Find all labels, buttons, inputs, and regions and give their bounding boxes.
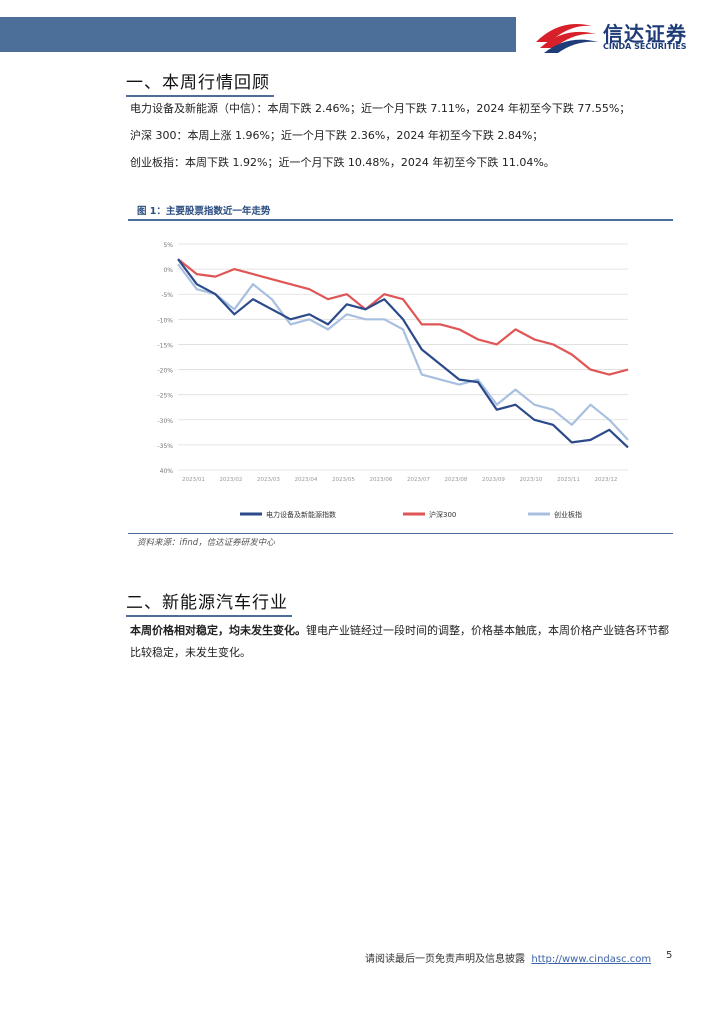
section1-line-3: 创业板指：本周下跌 1.92%；近一个月下跌 10.48%，2024 年初至今下… xyxy=(130,156,555,169)
logo-en: CINDA SECURITIES xyxy=(603,42,687,51)
x-tick-label: 2023/08 xyxy=(445,477,468,483)
section2-title: 二、新能源汽车行业 xyxy=(126,588,292,617)
y-tick-label: -5% xyxy=(161,292,173,299)
legend-label: 创业板指 xyxy=(554,510,582,519)
section1-title: 一、本周行情回顾 xyxy=(126,68,274,97)
page-number: 5 xyxy=(666,950,673,961)
y-tick-label: 40% xyxy=(160,468,174,475)
x-tick-label: 2023/11 xyxy=(557,477,580,483)
logo: 信达证券 CINDA SECURITIES xyxy=(530,16,710,56)
x-tick-label: 2023/03 xyxy=(257,477,280,483)
series-line-0 xyxy=(177,258,629,449)
section1-line-2: 沪深 300：本周上涨 1.96%；近一个月下跌 2.36%，2024 年初至今… xyxy=(130,129,544,142)
legend-label: 沪深300 xyxy=(429,510,456,519)
y-tick-label: -10% xyxy=(157,317,173,324)
series-line-1 xyxy=(177,258,629,376)
figure-rule-top xyxy=(128,219,673,221)
section2-bold-lead: 本周价格相对稳定，均未发生变化。 xyxy=(130,624,306,637)
x-tick-label: 2023/04 xyxy=(295,477,318,483)
legend-label: 电力设备及新能源指数 xyxy=(266,510,336,519)
y-tick-label: -20% xyxy=(157,368,173,375)
x-tick-label: 2023/12 xyxy=(595,477,618,483)
x-tick-label: 2023/07 xyxy=(407,477,430,483)
x-tick-label: 2023/09 xyxy=(482,477,505,483)
x-tick-label: 2023/02 xyxy=(220,477,243,483)
section1-line-1: 电力设备及新能源（中信）：本周下跌 2.46%；近一个月下跌 7.11%，202… xyxy=(130,102,631,115)
x-tick-label: 2023/01 xyxy=(182,477,205,483)
y-tick-label: -35% xyxy=(157,443,173,450)
footer-link[interactable]: http://www.cindasc.com xyxy=(531,954,652,965)
footer-disclaimer: 请阅读最后一页免责声明及信息披露 xyxy=(365,954,525,965)
line-chart: 5% 0% -5% -10% -15% -20% -25% -30% -35% 40% 2023/0… xyxy=(157,242,629,519)
logo-emblem-icon xyxy=(536,24,598,53)
section2-text: 锂电产业链经过一段时间的调整，价格基本触底，本周价格产业链各环节都比较稳定，未发… xyxy=(130,624,669,659)
figure-title: 图 1：主要股票指数近一年走势 xyxy=(137,206,271,217)
x-tick-label: 2023/06 xyxy=(370,477,393,483)
y-tick-label: -30% xyxy=(157,418,173,425)
x-tick-label: 2023/10 xyxy=(520,477,543,483)
y-tick-label: -15% xyxy=(157,342,173,349)
series-line-2 xyxy=(177,263,629,441)
footer: 请阅读最后一页免责声明及信息披露 http://www.cindasc.com xyxy=(365,950,651,965)
y-tick-label: 5% xyxy=(163,242,173,249)
x-tick-label: 2023/05 xyxy=(332,477,355,483)
y-tick-label: -25% xyxy=(157,393,173,400)
section2-body: 本周价格相对稳定，均未发生变化。锂电产业链经过一段时间的调整，价格基本触底，本周… xyxy=(130,620,678,664)
figure-source: 资料来源：ifind，信达证券研发中心 xyxy=(137,538,275,548)
figure-rule-bottom xyxy=(128,533,673,534)
logo-cn: 信达证券 xyxy=(603,22,687,46)
y-tick-label: 0% xyxy=(163,267,173,274)
header-bar xyxy=(0,17,516,52)
